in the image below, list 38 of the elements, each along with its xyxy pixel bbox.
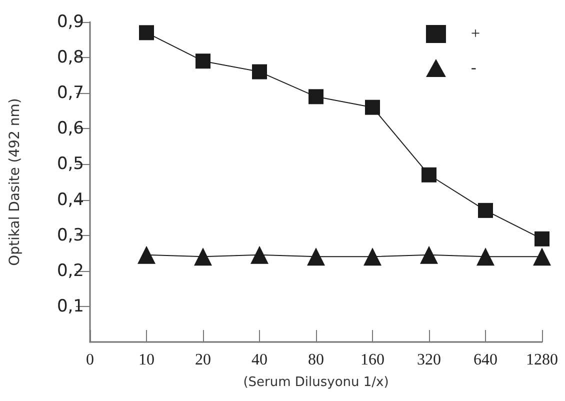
point xyxy=(365,100,380,115)
y-tick-label: 0,1 xyxy=(56,296,84,316)
y-tick-label: 0,3 xyxy=(56,225,84,246)
point xyxy=(194,248,212,266)
x-tick-label: 1280 xyxy=(526,352,558,368)
x-tick-label: 160 xyxy=(360,352,384,368)
legend-label: + xyxy=(470,26,480,42)
y-tick-label: 0,9 xyxy=(56,12,84,32)
x-tick-label: 20 xyxy=(195,352,211,368)
point xyxy=(422,167,436,182)
point xyxy=(250,246,268,264)
y-tick-label: 0,5 xyxy=(56,154,84,174)
x-tick-label: 80 xyxy=(308,352,324,368)
point xyxy=(138,246,156,264)
point xyxy=(478,202,493,218)
y-tick-label: 0,6 xyxy=(56,118,84,139)
x-tick-label: 10 xyxy=(138,352,154,368)
y-tick-label: 0,7 xyxy=(56,83,84,104)
point xyxy=(533,248,551,266)
y-tick-label: 0,2 xyxy=(56,260,84,281)
point xyxy=(196,54,210,69)
point xyxy=(364,248,382,266)
legend-label: - xyxy=(470,60,476,76)
x-tick-label: 0 xyxy=(86,352,94,368)
point xyxy=(534,231,550,246)
point xyxy=(420,246,438,264)
point xyxy=(139,25,154,40)
point xyxy=(308,89,324,104)
x-axis-title: (Serum Dilusyonu 1/x) xyxy=(243,375,389,390)
point xyxy=(307,248,325,266)
x-tick-label: 320 xyxy=(417,352,441,368)
y-axis-title: Optikal Dasite (492 nm) xyxy=(7,98,23,266)
x-tick-label: 640 xyxy=(474,352,498,368)
point xyxy=(252,64,267,80)
y-tick-label: 0,4 xyxy=(56,190,84,210)
x-tick-label: 40 xyxy=(252,352,268,368)
point xyxy=(476,248,494,266)
y-tick-label: 0,8 xyxy=(56,48,84,68)
